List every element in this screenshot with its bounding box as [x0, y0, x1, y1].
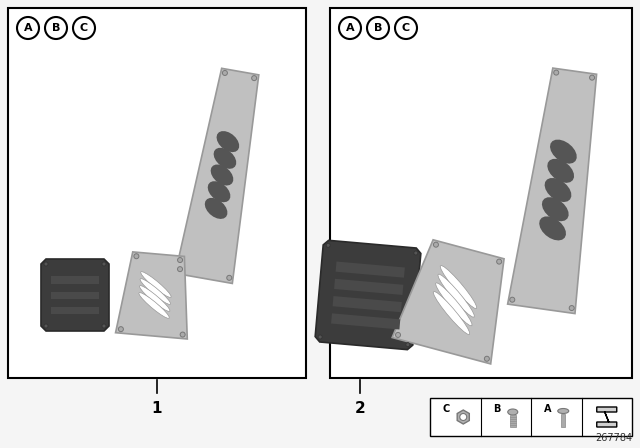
Circle shape	[569, 306, 574, 310]
Circle shape	[102, 324, 106, 328]
Polygon shape	[335, 262, 405, 278]
Polygon shape	[51, 276, 99, 284]
Polygon shape	[542, 197, 568, 221]
Circle shape	[433, 242, 438, 247]
Polygon shape	[214, 148, 236, 169]
Text: C: C	[402, 23, 410, 33]
FancyBboxPatch shape	[8, 8, 306, 378]
FancyBboxPatch shape	[430, 398, 632, 436]
Circle shape	[414, 251, 418, 255]
Polygon shape	[139, 293, 169, 319]
Polygon shape	[545, 178, 572, 202]
Circle shape	[180, 332, 185, 337]
Polygon shape	[51, 307, 99, 314]
Polygon shape	[561, 414, 565, 427]
Circle shape	[406, 343, 410, 347]
Circle shape	[318, 335, 322, 339]
Polygon shape	[547, 159, 574, 183]
Text: 2: 2	[355, 401, 365, 415]
Circle shape	[177, 267, 182, 271]
Circle shape	[395, 17, 417, 39]
Polygon shape	[550, 140, 577, 164]
Polygon shape	[331, 313, 400, 329]
Text: A: A	[346, 23, 355, 33]
Text: B: B	[52, 23, 60, 33]
Circle shape	[396, 332, 401, 337]
FancyBboxPatch shape	[330, 8, 632, 378]
Circle shape	[339, 17, 361, 39]
Circle shape	[134, 254, 139, 259]
Circle shape	[367, 17, 389, 39]
Polygon shape	[436, 283, 472, 326]
Circle shape	[497, 259, 502, 264]
Circle shape	[177, 258, 182, 263]
Polygon shape	[333, 296, 402, 312]
Text: 1: 1	[152, 401, 163, 415]
Polygon shape	[438, 274, 474, 317]
Ellipse shape	[508, 409, 518, 415]
Polygon shape	[51, 292, 99, 299]
Text: 267784: 267784	[595, 433, 632, 443]
Text: B: B	[374, 23, 382, 33]
Circle shape	[102, 262, 106, 266]
Polygon shape	[440, 265, 477, 309]
Circle shape	[44, 324, 48, 328]
Polygon shape	[211, 164, 233, 185]
Circle shape	[45, 17, 67, 39]
Polygon shape	[457, 410, 469, 424]
Text: C: C	[443, 404, 450, 414]
Polygon shape	[315, 241, 421, 349]
Circle shape	[44, 262, 48, 266]
Polygon shape	[596, 407, 617, 427]
Polygon shape	[539, 216, 566, 241]
Polygon shape	[392, 240, 504, 364]
Circle shape	[73, 17, 95, 39]
Polygon shape	[334, 279, 403, 295]
Polygon shape	[116, 252, 188, 339]
Circle shape	[484, 356, 490, 361]
Circle shape	[326, 243, 330, 247]
Polygon shape	[140, 279, 170, 304]
Text: B: B	[493, 404, 500, 414]
Circle shape	[223, 70, 227, 75]
Polygon shape	[205, 198, 227, 219]
Polygon shape	[508, 68, 596, 314]
Polygon shape	[216, 131, 239, 152]
Circle shape	[589, 75, 595, 80]
Circle shape	[252, 76, 257, 81]
Circle shape	[460, 414, 467, 421]
Circle shape	[227, 276, 232, 280]
Polygon shape	[208, 181, 230, 202]
Polygon shape	[509, 415, 516, 427]
Text: C: C	[80, 23, 88, 33]
Circle shape	[510, 297, 515, 302]
Ellipse shape	[557, 409, 569, 414]
Circle shape	[554, 70, 559, 75]
Polygon shape	[141, 271, 171, 297]
Circle shape	[118, 327, 124, 332]
Polygon shape	[140, 285, 170, 311]
Polygon shape	[433, 291, 470, 335]
Polygon shape	[175, 69, 259, 284]
Text: A: A	[543, 404, 551, 414]
Polygon shape	[41, 259, 109, 331]
Text: A: A	[24, 23, 32, 33]
Circle shape	[17, 17, 39, 39]
